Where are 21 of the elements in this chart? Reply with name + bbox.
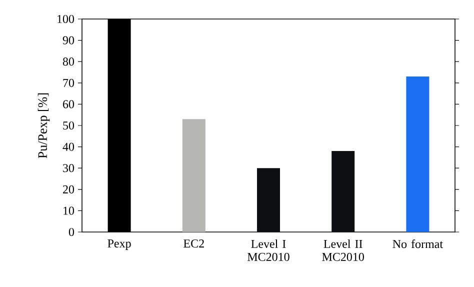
y-tick-label: 0 — [68, 228, 74, 236]
x-tick-label: No format — [392, 240, 443, 248]
bar — [332, 151, 355, 232]
bar — [182, 119, 206, 232]
y-tick-label: 40 — [62, 142, 74, 151]
y-tick-label: 50 — [63, 121, 74, 130]
y-tick-label: 100 — [58, 14, 74, 24]
y-tick-label: 80 — [62, 58, 74, 66]
bar — [257, 168, 280, 232]
y-tick-label: 20 — [63, 185, 74, 194]
x-tick-label: EC2 — [184, 240, 204, 248]
x-tick-label: Level I MC2010 — [248, 240, 290, 261]
y-tick-label: 70 — [63, 78, 74, 87]
y-tick-label: 10 — [64, 206, 74, 215]
y-tick-label: 30 — [63, 164, 74, 172]
bar — [406, 76, 430, 232]
x-tick-label: Level II MC2010 — [322, 240, 364, 261]
x-tick-label: Pexp — [108, 240, 131, 250]
y-tick-label: 90 — [62, 36, 74, 44]
y-tick-label: 60 — [62, 100, 74, 108]
y-axis-title: Pu/Pexp [%] — [38, 93, 50, 158]
